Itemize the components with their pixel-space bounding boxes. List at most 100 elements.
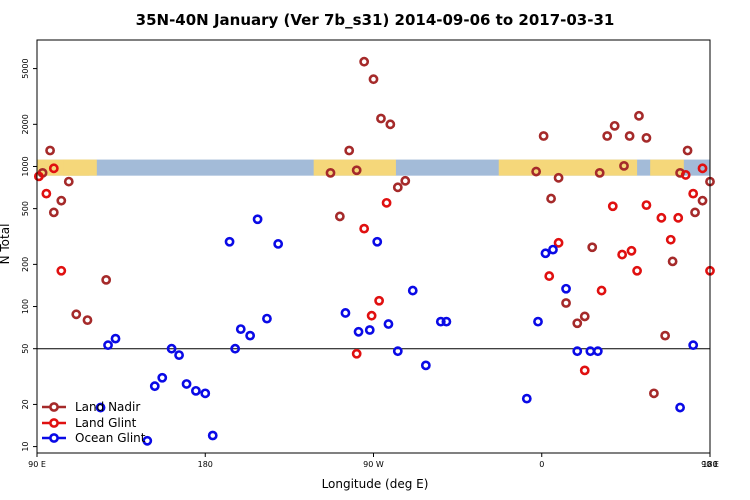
data-point — [325, 167, 336, 178]
y-tick-label: 10 — [21, 441, 30, 451]
data-point — [95, 402, 106, 413]
plot-frame — [36, 39, 711, 454]
legend-entry: Land Nadir — [42, 400, 140, 414]
data-point — [553, 172, 564, 183]
data-point — [680, 170, 691, 180]
data-point — [656, 212, 667, 223]
data-point — [45, 145, 55, 156]
data-point — [533, 316, 543, 327]
data-point — [56, 265, 67, 276]
y-tick-label: 500 — [21, 201, 30, 216]
legend-marker — [49, 402, 59, 412]
data-point — [82, 315, 93, 326]
data-point — [665, 234, 676, 245]
data-point — [252, 214, 263, 225]
data-point — [619, 160, 629, 171]
data-point — [579, 311, 590, 322]
data-point — [174, 350, 184, 361]
data-point — [262, 313, 272, 324]
data-point — [207, 430, 218, 441]
data-point — [697, 163, 708, 174]
data-point — [103, 340, 113, 351]
data-point — [381, 197, 392, 208]
data-point — [521, 393, 532, 404]
data-point — [372, 236, 383, 247]
data-point — [441, 316, 452, 327]
data-point — [407, 285, 418, 296]
data-point — [353, 326, 364, 337]
data-point — [157, 372, 168, 383]
data-point — [344, 145, 355, 156]
legend-label: Land Glint — [75, 416, 137, 430]
data-point — [544, 271, 555, 281]
data-point — [48, 163, 59, 174]
data-point — [71, 309, 82, 320]
data-point — [166, 343, 177, 354]
x-axis-label: Longitude (deg E) — [322, 477, 429, 491]
data-point — [33, 171, 44, 182]
data-point — [617, 249, 628, 260]
data-point — [624, 131, 635, 141]
data-point — [368, 74, 379, 85]
data-point — [626, 245, 637, 256]
data-point — [383, 319, 394, 329]
data-point — [224, 236, 235, 247]
data-point — [181, 379, 192, 389]
data-point — [149, 381, 160, 392]
legend-entry: Land Glint — [42, 416, 137, 430]
data-point — [538, 131, 549, 141]
band-highlight — [650, 159, 684, 176]
data-point — [63, 176, 74, 187]
data-point — [673, 212, 684, 223]
y-tick-label: 50 — [21, 344, 30, 354]
y-axis: 10 20 50 100 200 500 1000 2000 5000 — [21, 58, 37, 452]
x-tick-label: 90 W — [363, 460, 384, 469]
series-ocean-glint — [95, 214, 699, 446]
data-point — [56, 195, 67, 206]
data-point — [366, 310, 377, 321]
series-land-glint — [33, 163, 715, 376]
data-point — [690, 207, 700, 218]
data-point — [641, 132, 652, 143]
chart-title: 35N-40N January (Ver 7b_s31) 2014-09-06 … — [136, 11, 615, 29]
data-point — [660, 330, 671, 341]
x-tick-label: 90 E — [701, 460, 719, 469]
band-highlight — [63, 159, 97, 176]
data-point — [400, 175, 411, 186]
data-point — [649, 388, 659, 399]
data-point — [245, 330, 256, 341]
data-point — [585, 346, 596, 357]
data-point — [667, 256, 678, 267]
data-point — [602, 131, 613, 141]
data-point — [359, 56, 370, 67]
scatter-points — [33, 56, 715, 446]
data-point — [609, 120, 620, 131]
data-point — [592, 346, 603, 357]
series-land-nadir — [37, 56, 715, 399]
data-point — [435, 316, 446, 327]
band-highlight — [498, 159, 638, 176]
data-point — [142, 435, 153, 446]
x-tick-label: 90 E — [28, 460, 46, 469]
legend-label: Land Nadir — [75, 400, 140, 414]
y-tick-label: 2000 — [21, 114, 30, 134]
data-point — [561, 298, 571, 308]
data-point — [688, 188, 699, 199]
data-point — [385, 119, 396, 130]
data-point — [359, 223, 370, 234]
data-point — [548, 244, 558, 255]
y-axis-label: N Total — [0, 224, 12, 265]
y-tick-label: 200 — [21, 257, 30, 272]
data-point — [675, 402, 685, 413]
data-point — [191, 385, 201, 396]
data-point — [235, 324, 246, 335]
data-point — [200, 388, 211, 399]
data-point — [607, 201, 618, 212]
legend-label: Ocean Glint — [75, 431, 146, 445]
x-tick-label: 0 — [539, 460, 544, 469]
data-point — [351, 165, 362, 176]
legend-entry: Ocean Glint — [42, 431, 146, 445]
data-point — [392, 346, 403, 357]
data-point — [688, 340, 699, 351]
